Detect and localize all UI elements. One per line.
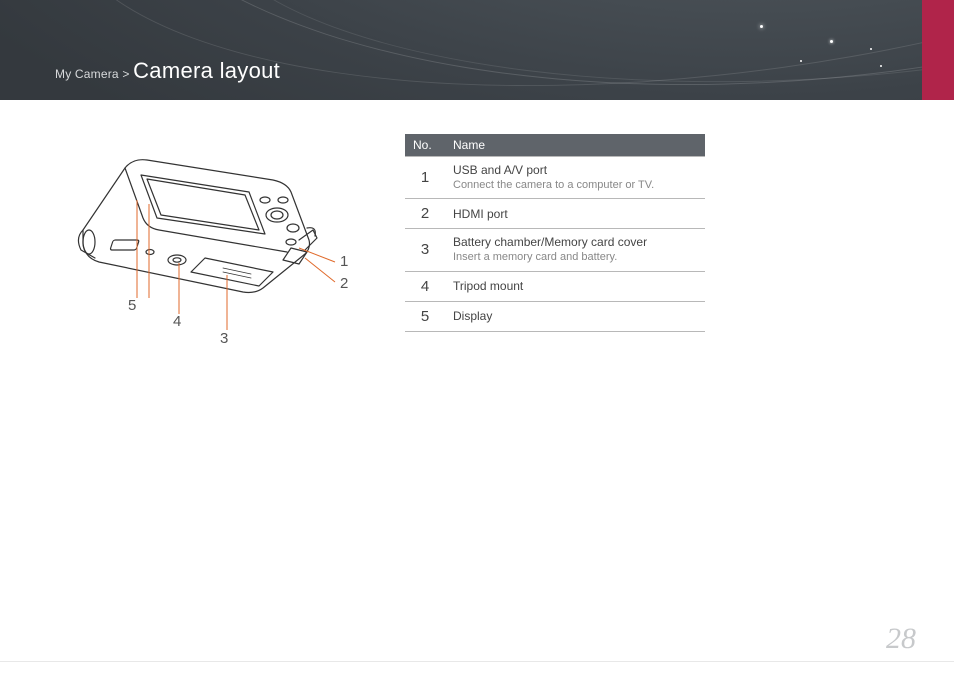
- camera-diagram: 1 2 5 4 3: [55, 130, 365, 360]
- parts-table: No. Name 1 USB and A/V port Connect the …: [405, 134, 705, 360]
- sparkle-icon: [880, 65, 882, 67]
- table-row: 4 Tripod mount: [405, 271, 705, 301]
- callout-label: 5: [128, 297, 136, 314]
- row-number: 2: [405, 199, 445, 229]
- row-content: Battery chamber/Memory card cover Insert…: [445, 229, 705, 271]
- row-number: 3: [405, 229, 445, 271]
- breadcrumb-prefix: My Camera >: [55, 67, 130, 81]
- sparkle-icon: [870, 48, 872, 50]
- callout-label: 4: [173, 313, 181, 330]
- footer-rule: [0, 661, 954, 662]
- table-row: 1 USB and A/V port Connect the camera to…: [405, 157, 705, 199]
- feature-name: Battery chamber/Memory card cover: [453, 235, 647, 249]
- header-band: My Camera > Camera layout: [0, 0, 954, 100]
- col-header-name: Name: [445, 134, 705, 157]
- row-content: Display: [445, 301, 705, 331]
- row-number: 1: [405, 157, 445, 199]
- callout-label: 3: [220, 330, 228, 347]
- camera-line-art: [55, 130, 365, 360]
- accent-bar: [922, 0, 954, 100]
- table-row: 2 HDMI port: [405, 199, 705, 229]
- callout-label: 2: [340, 275, 348, 292]
- table-row: 5 Display: [405, 301, 705, 331]
- page-number: 28: [886, 622, 916, 656]
- content-area: 1 2 5 4 3 No. Name 1 USB and A/V port Co…: [0, 100, 954, 360]
- table-row: 3 Battery chamber/Memory card cover Inse…: [405, 229, 705, 271]
- feature-name: Display: [453, 309, 492, 323]
- row-number: 4: [405, 271, 445, 301]
- row-content: Tripod mount: [445, 271, 705, 301]
- feature-desc: Connect the camera to a computer or TV.: [453, 178, 697, 192]
- row-content: USB and A/V port Connect the camera to a…: [445, 157, 705, 199]
- sparkle-icon: [800, 60, 802, 62]
- feature-name: Tripod mount: [453, 279, 523, 293]
- page-title: Camera layout: [133, 58, 280, 83]
- col-header-no: No.: [405, 134, 445, 157]
- row-number: 5: [405, 301, 445, 331]
- feature-desc: Insert a memory card and battery.: [453, 250, 697, 264]
- feature-name: HDMI port: [453, 207, 508, 221]
- row-content: HDMI port: [445, 199, 705, 229]
- feature-name: USB and A/V port: [453, 163, 547, 177]
- breadcrumb: My Camera > Camera layout: [55, 58, 280, 84]
- sparkle-icon: [760, 25, 763, 28]
- callout-label: 1: [340, 253, 348, 270]
- sparkle-icon: [830, 40, 833, 43]
